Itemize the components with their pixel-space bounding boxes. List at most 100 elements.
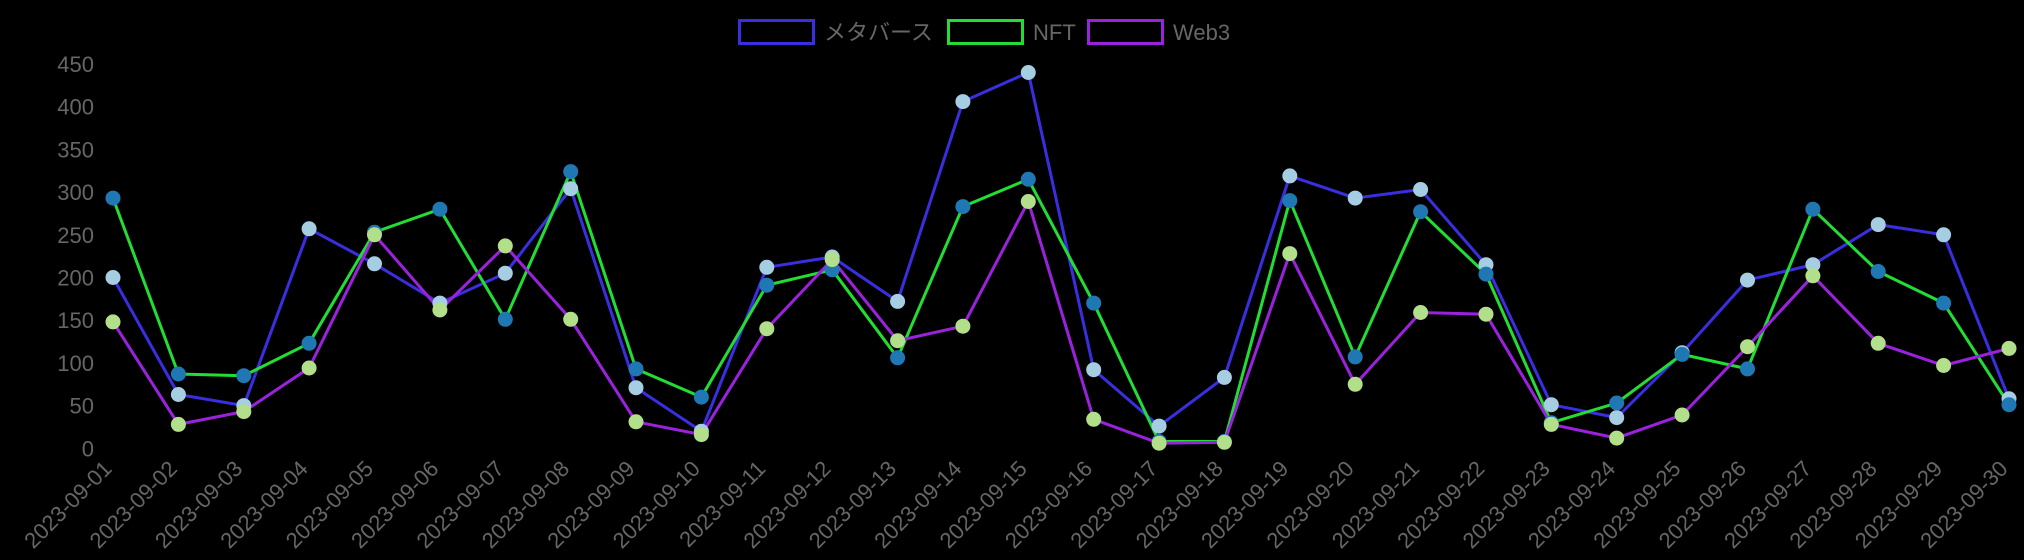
data-point[interactable] [1609,395,1625,411]
data-point[interactable] [628,380,644,396]
data-point[interactable] [1020,194,1036,209]
data-point[interactable] [563,181,579,197]
y-tick-label: 200 [57,266,94,291]
data-point[interactable] [367,256,382,272]
data-point[interactable] [2001,340,2017,356]
data-point[interactable] [628,361,644,377]
data-point[interactable] [1347,190,1363,206]
data-point[interactable] [1086,295,1102,311]
data-point[interactable] [1609,410,1625,426]
series-points-1 [105,65,2017,439]
data-point[interactable] [1543,416,1559,432]
legend-label: Web3 [1173,20,1230,45]
x-axis: 2023-09-012023-09-022023-09-032023-09-04… [19,456,2012,553]
y-tick-label: 50 [70,394,94,419]
y-tick-label: 0 [82,436,94,461]
data-point[interactable] [1936,295,1952,311]
y-tick-label: 150 [57,308,94,333]
data-point[interactable] [432,302,448,318]
data-point[interactable] [1282,193,1298,209]
legend-item[interactable]: メタバース [738,19,933,45]
data-point[interactable] [759,277,775,293]
legend-swatch [947,19,1024,45]
data-point[interactable] [432,201,448,217]
series-points-2 [105,164,2017,449]
data-point[interactable] [1609,430,1625,446]
data-point[interactable] [1478,306,1494,322]
data-point[interactable] [1805,268,1821,284]
data-point[interactable] [1347,349,1363,365]
series-line-1 [111,70,2011,434]
data-point[interactable] [1282,168,1298,184]
data-point[interactable] [563,164,579,180]
data-point[interactable] [2001,397,2017,413]
data-point[interactable] [1282,246,1298,262]
data-point[interactable] [1216,434,1232,450]
data-point[interactable] [824,252,840,268]
legend: メタバース NFT Web3 [738,19,1231,45]
data-point[interactable] [1086,362,1102,378]
data-point[interactable] [497,265,513,281]
data-point[interactable] [563,311,579,327]
data-point[interactable] [497,311,513,327]
data-point[interactable] [1870,217,1886,233]
data-point[interactable] [105,270,121,285]
data-point[interactable] [1151,435,1167,451]
data-point[interactable] [170,366,186,382]
y-tick-label: 400 [57,95,94,120]
data-point[interactable] [301,221,317,237]
data-point[interactable] [1870,264,1886,279]
data-point[interactable] [105,314,121,330]
data-point[interactable] [301,335,317,351]
data-point[interactable] [955,199,971,215]
data-point[interactable] [1413,204,1429,220]
data-point[interactable] [1086,411,1102,427]
data-point[interactable] [1740,272,1755,288]
series-lines [111,70,2011,445]
legend-item[interactable]: NFT [947,19,1076,45]
data-point[interactable] [1216,369,1232,385]
data-point[interactable] [955,94,971,110]
data-point[interactable] [1478,266,1494,282]
data-point[interactable] [1347,376,1363,392]
data-point[interactable] [759,259,775,275]
data-point[interactable] [693,427,709,443]
data-point[interactable] [105,190,121,206]
data-point[interactable] [1936,358,1952,373]
data-point[interactable] [1740,361,1755,377]
data-point[interactable] [890,333,906,349]
data-point[interactable] [890,350,906,366]
data-point[interactable] [1020,65,1036,80]
data-point[interactable] [628,414,644,430]
data-point[interactable] [1740,339,1755,355]
data-point[interactable] [955,318,971,334]
y-axis: 0 50 100 150 200 250 300 350 400 450 [57,52,94,461]
legend-swatch [738,19,815,45]
data-point[interactable] [1870,335,1886,351]
data-point[interactable] [1020,171,1036,187]
y-tick-label: 100 [57,351,94,376]
data-point[interactable] [367,227,382,243]
data-point[interactable] [236,368,252,384]
data-point[interactable] [1936,227,1952,243]
data-point[interactable] [1543,397,1559,413]
data-point[interactable] [1413,305,1429,320]
series-points [105,65,2017,451]
series-line-2 [111,167,2011,443]
data-point[interactable] [1413,182,1429,197]
data-point[interactable] [759,321,775,337]
data-point[interactable] [170,416,186,432]
data-point[interactable] [1805,201,1821,217]
data-point[interactable] [170,387,186,402]
data-point[interactable] [693,389,709,405]
data-point[interactable] [236,404,252,420]
data-point[interactable] [890,293,906,309]
data-point[interactable] [497,238,513,254]
data-point[interactable] [1151,418,1167,434]
data-point[interactable] [1674,407,1690,423]
legend-label: NFT [1033,20,1076,45]
data-point[interactable] [301,360,317,376]
data-point[interactable] [1674,346,1690,362]
legend-item[interactable]: Web3 [1087,19,1231,45]
